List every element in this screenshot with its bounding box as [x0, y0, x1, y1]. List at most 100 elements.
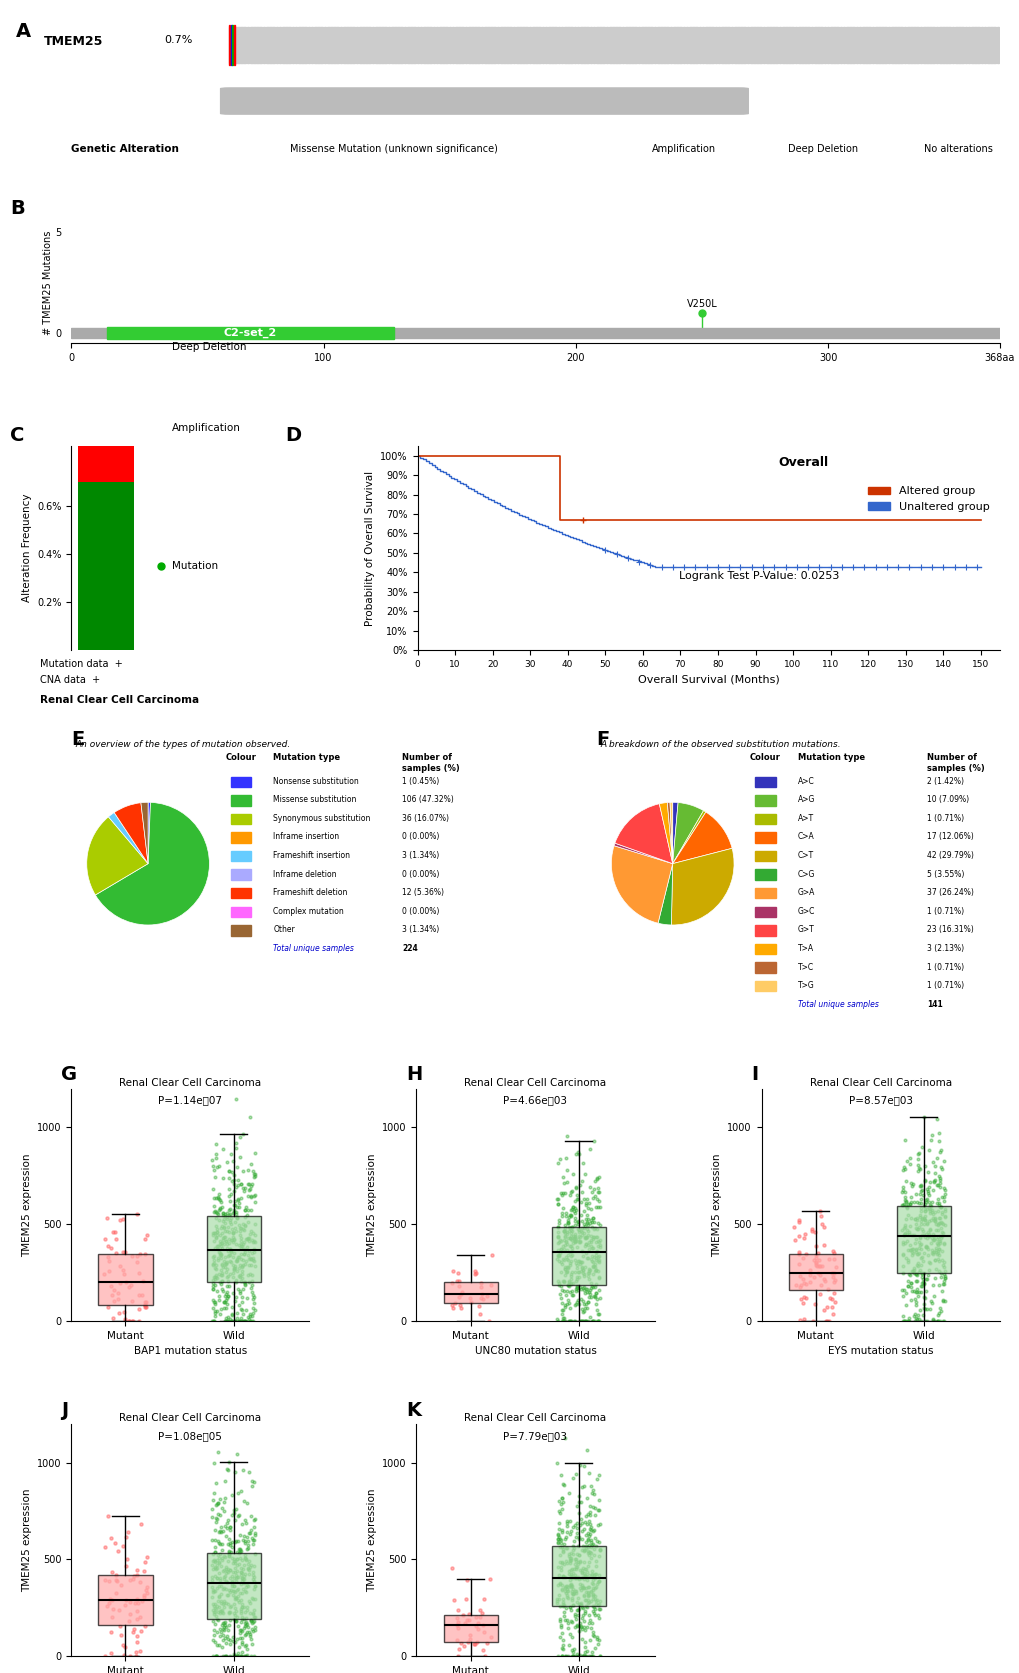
- Point: [137, 1613, 153, 1640]
- X-axis label: BAP1 mutation status: BAP1 mutation status: [133, 1347, 247, 1357]
- Point: [570, 1613, 586, 1640]
- Point: [589, 1258, 605, 1285]
- Point: [235, 1211, 252, 1238]
- Point: [233, 1260, 250, 1287]
- Bar: [929, 27, 930, 62]
- Bar: [714, 27, 715, 62]
- Point: [214, 1546, 230, 1573]
- Text: E: E: [71, 729, 85, 750]
- Point: [219, 1268, 235, 1295]
- Bar: [290, 27, 291, 62]
- Bar: [818, 27, 819, 62]
- Point: [204, 1568, 220, 1594]
- Point: [237, 1213, 254, 1240]
- Point: [235, 1566, 252, 1593]
- Point: [116, 1238, 132, 1265]
- Point: [559, 1271, 576, 1298]
- Bar: [411, 27, 412, 62]
- Point: [211, 1486, 227, 1512]
- Point: [584, 1586, 600, 1613]
- Bar: [525, 27, 527, 62]
- Point: [554, 1164, 571, 1191]
- Bar: [872, 27, 873, 62]
- Text: 224: 224: [401, 944, 418, 954]
- Text: 1 (0.71%): 1 (0.71%): [926, 962, 963, 972]
- Point: [930, 1271, 947, 1298]
- Bar: [500, 27, 501, 62]
- Bar: [414, 27, 415, 62]
- Point: [549, 1529, 566, 1556]
- Point: [233, 1631, 250, 1658]
- Point: [573, 1308, 589, 1335]
- Point: [580, 1573, 596, 1599]
- Text: Number of
samples (%): Number of samples (%): [401, 753, 460, 773]
- Point: [206, 1158, 222, 1184]
- Point: [467, 1613, 483, 1640]
- Bar: [791, 27, 792, 62]
- Point: [565, 1643, 581, 1670]
- Point: [113, 1571, 129, 1598]
- Bar: [247, 27, 248, 62]
- Point: [466, 1260, 482, 1287]
- Point: [240, 1171, 257, 1198]
- Point: [229, 1276, 246, 1303]
- Bar: [418, 27, 419, 62]
- Point: [227, 1248, 244, 1275]
- Point: [581, 1499, 597, 1526]
- Point: [570, 1543, 586, 1569]
- Bar: [679, 27, 681, 62]
- Point: [204, 1564, 220, 1591]
- Bar: [384, 27, 385, 62]
- Point: [585, 1594, 601, 1621]
- Point: [223, 1226, 239, 1253]
- Point: [575, 1452, 591, 1479]
- Point: [569, 1263, 585, 1290]
- Bar: [480, 27, 481, 62]
- Point: [236, 1271, 253, 1298]
- Bar: [697, 27, 698, 62]
- Bar: [296, 27, 297, 62]
- Bar: [605, 27, 606, 62]
- Point: [926, 1205, 943, 1231]
- Bar: [407, 27, 408, 62]
- Point: [936, 1181, 953, 1208]
- Point: [235, 1643, 252, 1670]
- Point: [552, 1529, 569, 1556]
- Point: [247, 1228, 263, 1255]
- Point: [574, 1250, 590, 1276]
- Point: [797, 1285, 813, 1312]
- Point: [238, 1285, 255, 1312]
- Point: [559, 1609, 576, 1636]
- Point: [228, 1546, 245, 1573]
- Point: [236, 1211, 253, 1238]
- Point: [559, 1255, 576, 1282]
- Point: [570, 1549, 586, 1576]
- Point: [230, 1308, 247, 1335]
- Bar: [694, 27, 695, 62]
- Point: [590, 1300, 606, 1327]
- Bar: [383, 27, 384, 62]
- Point: [578, 1230, 594, 1256]
- Point: [236, 1633, 253, 1660]
- Bar: [634, 27, 636, 62]
- Point: [569, 1584, 585, 1611]
- Point: [570, 1601, 586, 1628]
- Point: [919, 1136, 935, 1163]
- Point: [556, 1606, 573, 1633]
- Point: [216, 1613, 232, 1640]
- Point: [582, 1223, 598, 1250]
- Point: [229, 1246, 246, 1273]
- Bar: [931, 27, 933, 62]
- Point: [219, 1265, 235, 1292]
- Point: [935, 1258, 952, 1285]
- Point: [585, 1561, 601, 1588]
- Point: [220, 1263, 236, 1290]
- Text: Logrank Test P-Value: 0.0253: Logrank Test P-Value: 0.0253: [679, 570, 839, 581]
- Point: [450, 1636, 467, 1663]
- Point: [204, 1243, 220, 1270]
- Bar: [656, 27, 657, 62]
- Point: [97, 1226, 113, 1253]
- Point: [589, 1223, 605, 1250]
- Point: [552, 1248, 569, 1275]
- Bar: [438, 27, 439, 62]
